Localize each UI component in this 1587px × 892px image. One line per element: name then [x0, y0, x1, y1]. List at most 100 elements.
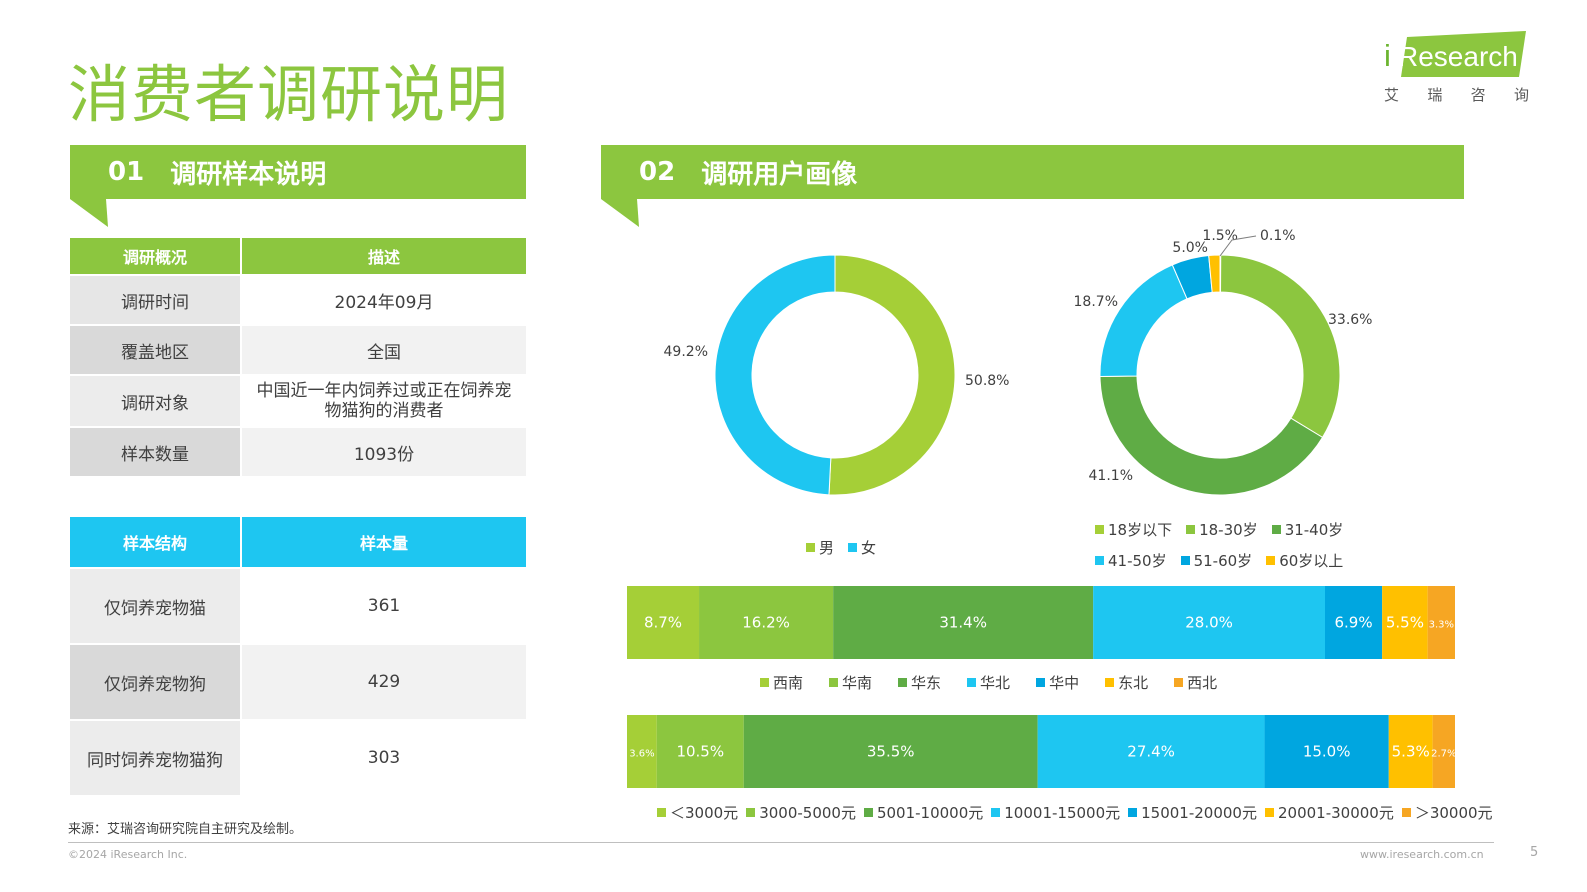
- table-cell: 429: [242, 645, 526, 719]
- legend-label: 华北: [980, 674, 1011, 692]
- section-title: 调研样本说明: [170, 159, 327, 190]
- table-row: 调研对象 中国近一年内饲养过或正在饲养宠物猫狗的消费者: [70, 376, 526, 426]
- section-tab-marker: [70, 199, 108, 227]
- table-cell: 361: [242, 569, 526, 643]
- table-cell: 1093份: [242, 428, 526, 476]
- age-legend: 18岁以下 18-30岁 31-40岁 41-50岁 51-60岁 60岁以上: [1095, 519, 1395, 571]
- region-segment: [699, 586, 834, 659]
- region-legend-item: 西北: [1174, 672, 1217, 693]
- income-data-label: 10.5%: [676, 743, 724, 761]
- legend-swatch: [760, 678, 769, 687]
- logo-banner-shape: [1401, 31, 1526, 77]
- gender-legend-item: 男: [806, 537, 834, 558]
- table-cell: 仅饲养宠物狗: [70, 645, 240, 719]
- legend-swatch: [1186, 525, 1196, 534]
- legend-swatch: [1036, 678, 1046, 687]
- table-row: 覆盖地区 全国: [70, 326, 526, 374]
- age-leader-line: [1219, 235, 1257, 257]
- age-data-label: 41.1%: [1089, 468, 1133, 484]
- legend-label: 15001-20000元: [1141, 804, 1257, 822]
- table-header: 样本量: [242, 517, 526, 567]
- legend-label: 51-60岁: [1193, 552, 1253, 570]
- legend-label: 10001-15000元: [1004, 804, 1121, 822]
- income-legend-item: ＞30000元: [1401, 802, 1493, 823]
- table-row: 同时饲养宠物猫狗 303: [70, 721, 526, 795]
- region-data-label: 5.5%: [1386, 614, 1424, 632]
- legend-swatch: [746, 808, 756, 817]
- legend-label: ＞30000元: [1414, 804, 1493, 822]
- legend-swatch: [898, 678, 908, 687]
- table-cell: 调研对象: [70, 376, 240, 426]
- income-data-label: 35.5%: [867, 743, 915, 761]
- legend-swatch: [863, 808, 873, 817]
- region-segment: [1325, 586, 1383, 659]
- legend-label: ＜3000元: [670, 804, 739, 822]
- legend-swatch: [1095, 525, 1104, 534]
- age-legend-item: 18-30岁: [1186, 519, 1258, 540]
- legend-label: 华南: [842, 674, 873, 692]
- table-row: 仅饲养宠物猫 361: [70, 569, 526, 643]
- income-stacked-bar: 3.6% 10.5% 35.5% 27.4% 15.0% 5.3% 2.7%: [627, 715, 1457, 788]
- legend-label: 41-50岁: [1108, 552, 1167, 570]
- table-cell: 仅饲养宠物猫: [70, 569, 240, 643]
- region-data-label: 31.4%: [939, 614, 987, 632]
- table-cell: 调研时间: [70, 276, 240, 324]
- legend-label: 5001-10000元: [876, 804, 984, 822]
- region-segment: [1427, 586, 1455, 659]
- income-data-label: 3.6%: [629, 749, 654, 760]
- section-number: 01: [108, 157, 145, 187]
- legend-swatch: [991, 808, 1001, 817]
- legend-swatch: [1266, 556, 1276, 565]
- age-data-label: 33.6%: [1328, 312, 1372, 328]
- age-legend-item: 51-60岁: [1180, 550, 1253, 571]
- section-number: 02: [639, 157, 676, 187]
- legend-label: 女: [861, 539, 877, 557]
- region-data-label: 6.9%: [1335, 614, 1373, 632]
- gender-data-label: 49.2%: [664, 344, 708, 360]
- table-cell: 同时饲养宠物猫狗: [70, 721, 240, 795]
- section-header-sample: 01 调研样本说明: [70, 145, 526, 199]
- age-data-label: 18.7%: [1074, 294, 1118, 310]
- region-segment: [1093, 586, 1326, 659]
- income-legend-item: 5001-10000元: [863, 802, 984, 823]
- legend-swatch: [1105, 678, 1115, 687]
- iresearch-logo: i Research 艾 瑞 咨 询: [1384, 30, 1529, 110]
- region-legend-item: 华中: [1036, 672, 1079, 693]
- table-cell: 2024年09月: [242, 276, 526, 324]
- page-number: 5: [1530, 845, 1539, 860]
- region-legend-item: 华东: [898, 672, 941, 693]
- income-data-label: 27.4%: [1127, 743, 1175, 761]
- region-legend-item: 华北: [967, 672, 1010, 693]
- region-data-label: 16.2%: [742, 614, 790, 632]
- legend-swatch: [1264, 808, 1274, 817]
- region-segment: [833, 586, 1094, 659]
- legend-label: 西南: [773, 674, 804, 692]
- region-legend-item: 东北: [1105, 672, 1148, 693]
- legend-label: 东北: [1118, 674, 1149, 692]
- region-data-label: 8.7%: [644, 614, 682, 632]
- legend-swatch: [1401, 808, 1411, 817]
- income-legend: ＜3000元 3000-5000元 5001-10000元 10001-15000元 1…: [657, 802, 1501, 823]
- gender-donut-chart: 50.8% 49.2%: [664, 254, 1009, 496]
- age-legend-item: 60岁以上: [1266, 550, 1343, 571]
- income-segment: [1264, 715, 1389, 788]
- age-slice: [1099, 264, 1188, 378]
- overview-table: 调研概况 描述 调研时间 2024年09月 覆盖地区 全国 调研对象 中国近一年…: [68, 236, 528, 478]
- legend-label: 20001-30000元: [1277, 804, 1394, 822]
- legend-swatch: [848, 543, 858, 552]
- table-header-row: 调研概况 描述: [70, 238, 526, 274]
- logo-i-letter: i: [1384, 38, 1391, 73]
- age-data-label: 0.1%: [1260, 228, 1296, 244]
- age-slice: [1208, 254, 1221, 293]
- table-row: 调研时间 2024年09月: [70, 276, 526, 324]
- section-tab-marker: [601, 199, 639, 227]
- source-note: 来源：艾瑞咨询研究院自主研究及绘制。: [68, 822, 303, 837]
- age-legend-item: 31-40岁: [1271, 519, 1343, 540]
- legend-label: 男: [819, 539, 835, 557]
- logo-subtitle: 艾 瑞 咨 询: [1384, 86, 1529, 104]
- income-legend-item: 10001-15000元: [991, 802, 1120, 823]
- income-legend-item: ＜3000元: [657, 802, 738, 823]
- table-cell: 中国近一年内饲养过或正在饲养宠物猫狗的消费者: [242, 376, 526, 426]
- age-slice: [1220, 254, 1341, 439]
- region-segment: [627, 586, 700, 659]
